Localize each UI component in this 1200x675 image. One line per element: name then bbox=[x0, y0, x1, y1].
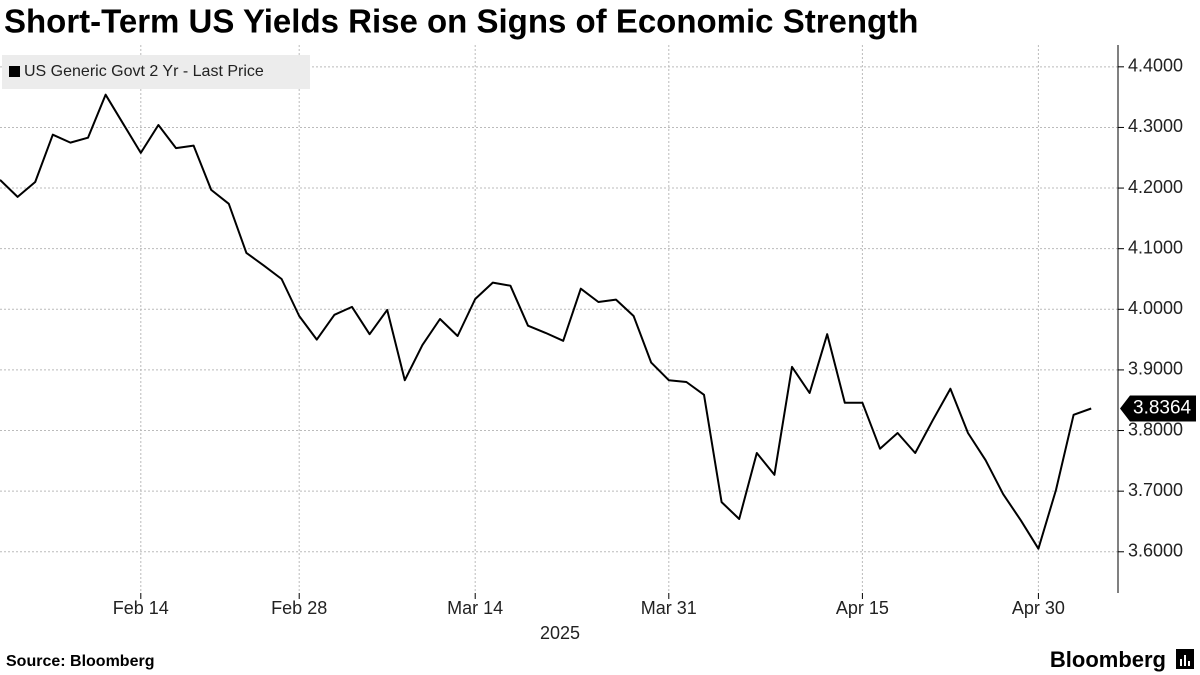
y-tick-label: 3.6000 bbox=[1128, 541, 1183, 561]
x-axis-label: 2025 bbox=[540, 623, 580, 643]
x-tick-label: Feb 14 bbox=[113, 598, 169, 618]
y-tick-label: 4.3000 bbox=[1128, 116, 1183, 136]
chart-title: Short-Term US Yields Rise on Signs of Ec… bbox=[4, 3, 918, 40]
y-tick-label: 3.9000 bbox=[1128, 359, 1183, 379]
legend-box bbox=[2, 55, 310, 89]
source: Source: Bloomberg bbox=[6, 653, 154, 670]
y-tick-label: 4.1000 bbox=[1128, 237, 1183, 257]
brand: Bloomberg bbox=[1050, 647, 1166, 672]
y-tick-label: 4.4000 bbox=[1128, 56, 1183, 76]
last-value-label: 3.8364 bbox=[1133, 397, 1192, 418]
last-value-badge bbox=[1120, 395, 1196, 422]
x-tick-label: Apr 15 bbox=[836, 598, 889, 618]
y-tick-label: 3.8000 bbox=[1128, 419, 1183, 439]
x-tick-label: Apr 30 bbox=[1012, 598, 1065, 618]
brand-icon bbox=[1176, 649, 1194, 669]
y-tick-label: 4.0000 bbox=[1128, 298, 1183, 318]
legend-label: US Generic Govt 2 Yr - Last Price bbox=[24, 63, 264, 80]
line bbox=[0, 93, 1092, 550]
y-tick-label: 3.7000 bbox=[1128, 480, 1183, 500]
x-tick-label: Mar 14 bbox=[447, 598, 503, 618]
legend-swatch bbox=[9, 66, 20, 77]
x-tick-label: Feb 28 bbox=[271, 598, 327, 618]
x-tick-label: Mar 31 bbox=[641, 598, 697, 618]
y-tick-label: 4.2000 bbox=[1128, 177, 1183, 197]
